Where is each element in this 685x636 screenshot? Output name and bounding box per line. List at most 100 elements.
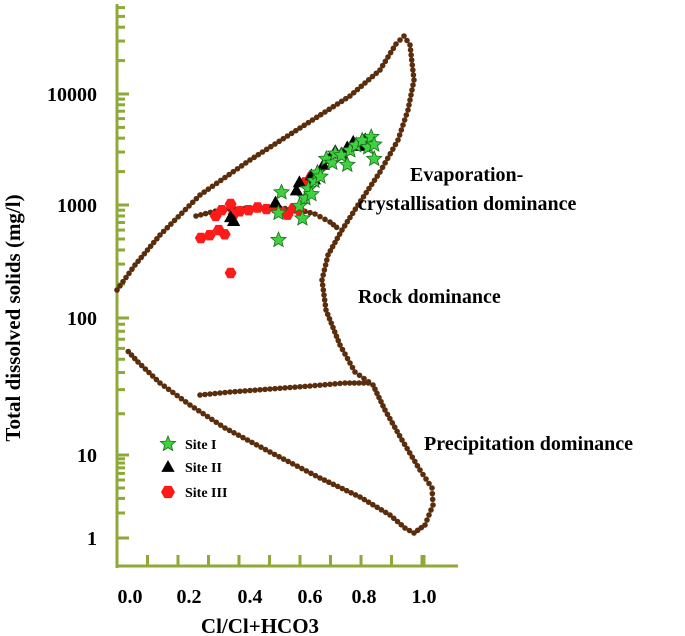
boundary-dot bbox=[232, 388, 238, 395]
x-tick-label-2: 0.4 bbox=[238, 586, 263, 608]
boundary-dot bbox=[138, 362, 145, 369]
boundary-dot bbox=[331, 329, 338, 335]
boundary-dot bbox=[277, 385, 283, 392]
boundary-dot bbox=[222, 389, 228, 396]
boundary-dot bbox=[247, 387, 253, 394]
boundary-dot bbox=[285, 458, 291, 465]
boundary-dot bbox=[400, 122, 406, 128]
boundary-dot bbox=[212, 390, 218, 397]
boundary-dot bbox=[398, 127, 405, 133]
boundary-dot bbox=[407, 97, 413, 103]
boundary-dot bbox=[409, 62, 416, 68]
boundary-dot bbox=[429, 496, 436, 503]
boundary-dot bbox=[317, 475, 323, 481]
boundary-dot bbox=[401, 33, 407, 39]
boundary-dot bbox=[321, 477, 328, 483]
boundary-dot bbox=[253, 442, 260, 448]
boundary-dot bbox=[387, 150, 394, 157]
boundary-dot bbox=[230, 168, 237, 175]
boundary-dot bbox=[204, 413, 211, 420]
boundary-dot bbox=[352, 369, 358, 375]
boundary-dot bbox=[193, 213, 199, 219]
legend-hexagon bbox=[161, 485, 175, 499]
boundary-dot bbox=[373, 70, 380, 77]
boundary-dot bbox=[280, 456, 287, 462]
site1-point bbox=[290, 196, 308, 214]
boundary-dot bbox=[268, 143, 274, 150]
boundary-mid-curve bbox=[197, 380, 372, 398]
site1-point bbox=[365, 149, 383, 167]
boundary-dot bbox=[213, 419, 220, 426]
boundary-dot bbox=[426, 480, 432, 487]
boundary-dot bbox=[406, 450, 413, 456]
legend-label-site1: Site I bbox=[185, 438, 217, 453]
boundary-dot bbox=[387, 512, 393, 518]
boundary-dot bbox=[342, 351, 348, 357]
boundary-dot bbox=[237, 388, 243, 395]
boundary-dot bbox=[366, 185, 372, 192]
boundary-dot bbox=[409, 87, 415, 93]
boundary-dot bbox=[357, 494, 363, 500]
boundary-dot bbox=[309, 117, 316, 123]
boundary-dot bbox=[332, 239, 338, 246]
boundary-dot bbox=[330, 324, 336, 331]
boundary-dot bbox=[205, 186, 212, 192]
boundary-dot bbox=[348, 489, 354, 496]
boundary-dot bbox=[126, 270, 132, 277]
boundary-dot bbox=[198, 212, 204, 218]
boundary-dot bbox=[374, 390, 380, 397]
boundary-dot bbox=[387, 415, 393, 422]
boundary-dot bbox=[146, 369, 152, 376]
boundary-dot bbox=[288, 130, 295, 137]
boundary-dot bbox=[356, 372, 363, 379]
boundary-dot bbox=[160, 228, 167, 235]
boundary-dot bbox=[326, 315, 333, 322]
boundary-dot bbox=[244, 437, 251, 443]
boundary-dot bbox=[407, 42, 413, 48]
boundary-dot bbox=[182, 206, 189, 213]
boundary-dot bbox=[263, 146, 270, 153]
boundary-dot bbox=[347, 360, 353, 366]
boundary-dot bbox=[259, 149, 266, 155]
region-labels: Evaporation- crystallisation dominance R… bbox=[358, 164, 633, 455]
boundary-dot bbox=[337, 342, 343, 348]
legend-triangle-marker bbox=[161, 460, 175, 472]
boundary-dot bbox=[384, 411, 391, 418]
boundary-dot bbox=[377, 169, 383, 175]
boundary-dot bbox=[401, 117, 408, 123]
boundary-dot bbox=[235, 432, 242, 439]
boundary-dot bbox=[168, 221, 174, 227]
boundary-dot bbox=[114, 287, 120, 293]
boundary-dot bbox=[144, 247, 151, 253]
boundary-dot bbox=[369, 73, 376, 80]
boundary-dot bbox=[178, 395, 185, 402]
boundary-dot bbox=[417, 467, 423, 473]
boundary-dot bbox=[312, 211, 318, 217]
boundary-dot bbox=[430, 502, 436, 508]
y-tick-label-1: 1 bbox=[87, 528, 97, 550]
boundary-dot bbox=[376, 394, 382, 401]
boundary-dot bbox=[429, 485, 435, 491]
boundary-dot bbox=[226, 427, 233, 434]
data-points bbox=[194, 127, 383, 279]
evaporation-label-line1: Evaporation- bbox=[410, 164, 523, 186]
boundary-dot bbox=[337, 380, 343, 387]
boundary-dot bbox=[321, 267, 328, 273]
site3-point bbox=[242, 205, 255, 216]
boundary-dot bbox=[125, 348, 132, 355]
boundary-dot bbox=[390, 515, 397, 522]
boundary-dot bbox=[326, 106, 332, 113]
boundary-dot bbox=[394, 428, 400, 435]
boundary-dot bbox=[197, 192, 203, 198]
site1-point bbox=[311, 167, 329, 184]
boundary-dot bbox=[313, 114, 320, 121]
boundary-dot bbox=[371, 177, 378, 184]
boundary-dot bbox=[382, 509, 389, 516]
y-tick-label-1000: 1000 bbox=[57, 195, 97, 217]
boundary-dot bbox=[377, 67, 383, 73]
boundary-dot bbox=[164, 224, 171, 231]
boundary-dot bbox=[414, 462, 421, 469]
x-axis-title: Cl/Cl+HCO3 bbox=[201, 614, 319, 636]
boundary-dot bbox=[408, 52, 414, 58]
